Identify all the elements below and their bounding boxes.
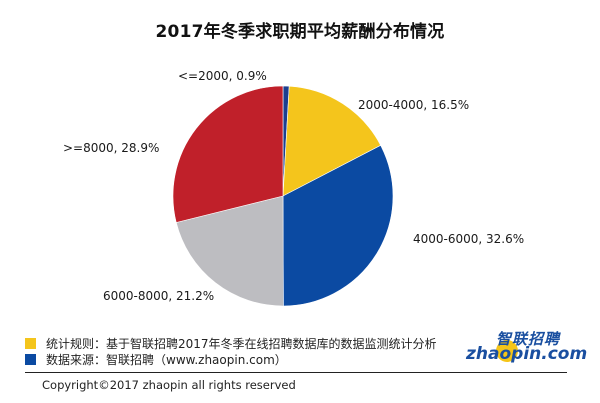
- legend-swatch-yellow: [25, 338, 36, 349]
- chart-title: 2017年冬季求职期平均薪酬分布情况: [155, 22, 445, 42]
- slice-label-lte-2000: <=2000, 0.9%: [178, 69, 267, 83]
- legend-swatch-blue: [25, 354, 36, 365]
- logo-circle-icon: [496, 340, 518, 362]
- logo-chinese: 智联招聘: [496, 330, 561, 348]
- legend-item-rule: 统计规则：基于智联招聘2017年冬季在线招聘数据库的数据监测统计分析: [25, 335, 437, 352]
- logo-english: zhaopin.com: [466, 344, 588, 364]
- pie-slice-2000-4000: [282, 85, 382, 197]
- pie-slice-6000-8000: [175, 195, 284, 307]
- footer-divider: [25, 372, 567, 373]
- legend-text-source: 数据来源：智联招聘（www.zhaopin.com）: [46, 353, 287, 367]
- slice-label-2000-4000: 2000-4000, 16.5%: [358, 98, 470, 112]
- pie-slice-8000: [172, 85, 284, 223]
- slice-label-6000-8000: 6000-8000, 21.2%: [103, 289, 215, 303]
- slice-label-4000-6000: 4000-6000, 32.6%: [413, 232, 525, 246]
- slice-label-gte-8000: >=8000, 28.9%: [63, 141, 160, 155]
- legend-text-rule: 统计规则：基于智联招聘2017年冬季在线招聘数据库的数据监测统计分析: [46, 337, 437, 351]
- legend-item-source: 数据来源：智联招聘（www.zhaopin.com）: [25, 351, 287, 368]
- copyright-text: Copyright©2017 zhaopin all rights reserv…: [42, 378, 296, 392]
- zhaopin-logo: 智联招聘 zhaopin.com: [458, 328, 587, 368]
- pie-slice-4000-6000: [282, 144, 394, 307]
